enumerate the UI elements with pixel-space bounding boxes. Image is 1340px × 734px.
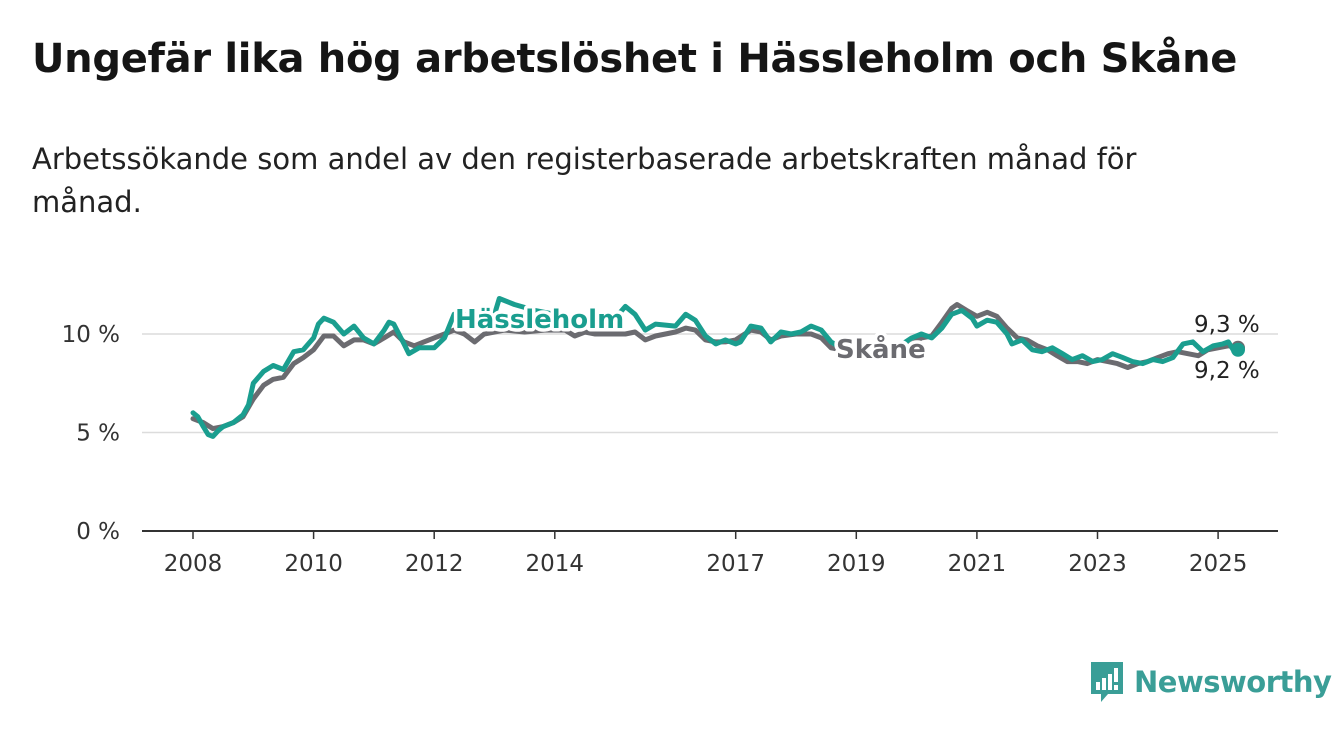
series-lines (190, 296, 1245, 439)
brand-name: Newsworthy (1134, 665, 1332, 699)
series-labels: Hässleholm Skåne 9,3 % 9,2 % (452, 302, 1260, 385)
series-label-skane: Skåne (836, 333, 926, 365)
x-tick-label: 2017 (706, 551, 765, 577)
x-tick-label: 2014 (526, 551, 585, 577)
end-label-hassleholm: 9,2 % (1194, 358, 1260, 384)
brand-logo: Newsworthy (1088, 660, 1332, 704)
end-label-skane: 9,3 % (1194, 312, 1260, 338)
series-end-point (1230, 342, 1245, 357)
x-tick-label: 2008 (164, 551, 223, 577)
x-tick-label: 2025 (1189, 551, 1248, 577)
axis-ticks: 0 % 5 % 10 % 2008 2010 2012 2014 2017 2019 2021 20… (62, 322, 1248, 577)
x-tick-label: 2023 (1068, 551, 1127, 577)
y-tick-label: 5 % (76, 421, 120, 447)
series-line-skne (190, 302, 1241, 432)
series-label-hassleholm: Hässleholm (455, 305, 624, 335)
chart-subtitle: Arbetssökande som andel av den registerb… (32, 142, 1137, 219)
x-tick-label: 2021 (948, 551, 1007, 577)
y-tick-label: 0 % (76, 519, 120, 545)
x-tick-label: 2012 (405, 551, 464, 577)
newsworthy-logo-icon (1091, 662, 1123, 702)
x-tick-label: 2019 (827, 551, 886, 577)
series-line-hssleholm (190, 296, 1241, 439)
y-tick-label: 10 % (62, 322, 120, 348)
chart-title: Ungefär lika hög arbetslöshet i Hässleho… (32, 36, 1238, 82)
x-tick-label: 2010 (284, 551, 343, 577)
